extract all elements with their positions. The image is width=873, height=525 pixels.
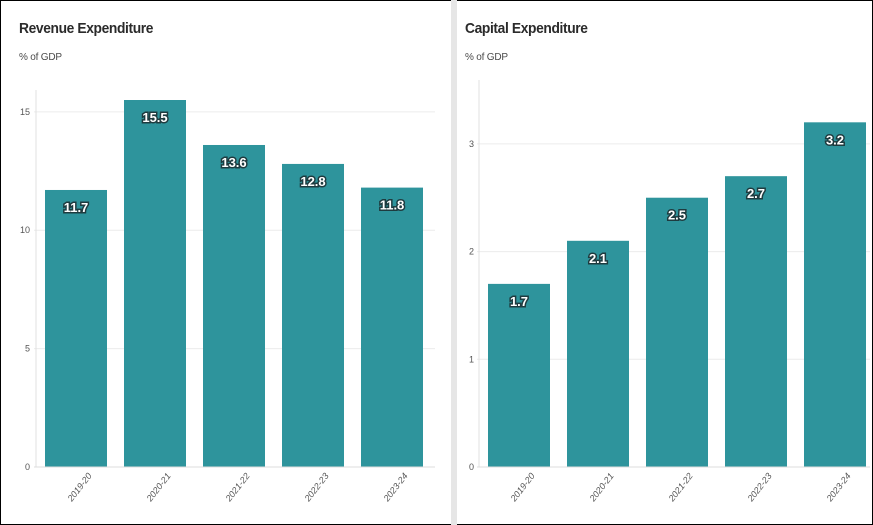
capital-expenditure-panel: Capital Expenditure % of GDP 0 1 2 3 1.7 2019… — [457, 0, 873, 525]
x-tick-label: 2023-24 — [824, 471, 853, 504]
chart-subtitle: % of GDP — [19, 52, 62, 63]
data-label: 11.8 — [380, 198, 405, 213]
bar — [361, 187, 423, 467]
bar — [567, 240, 629, 467]
x-tick-label: 2021-22 — [666, 471, 695, 504]
data-label: 2.1 — [589, 251, 607, 266]
revenue-expenditure-chart: 0 5 10 15 11.7 2019-20 15.5 2020-21 13.6 2021-22 1… — [20, 90, 435, 504]
y-tick-label: 5 — [25, 344, 30, 354]
x-tick-label: 2022-23 — [745, 471, 774, 504]
y-tick-label: 10 — [20, 225, 30, 235]
y-tick-label: 3 — [469, 139, 474, 149]
x-tick-label: 2020-21 — [587, 471, 616, 504]
data-label: 1.7 — [510, 294, 528, 309]
chart-title: Revenue Expenditure — [19, 20, 154, 37]
data-label: 12.8 — [300, 174, 325, 189]
bar — [488, 283, 550, 467]
bar — [725, 176, 787, 467]
x-tick-label: 2020-21 — [144, 471, 173, 504]
data-label: 13.6 — [221, 155, 246, 170]
x-tick-label: 2019-20 — [508, 471, 537, 504]
bar — [203, 144, 265, 467]
bar — [124, 100, 186, 467]
data-label: 11.7 — [64, 200, 89, 215]
panel-divider — [451, 0, 457, 525]
x-tick-label: 2023-24 — [381, 471, 410, 504]
bar — [804, 122, 866, 468]
y-tick-label: 15 — [20, 107, 30, 117]
bar — [646, 197, 708, 467]
data-label: 2.5 — [668, 208, 686, 223]
revenue-expenditure-panel: Revenue Expenditure % of GDP 0 5 10 15 11.7 2… — [19, 20, 435, 504]
data-label: 3.2 — [826, 132, 844, 147]
y-tick-label: 0 — [25, 462, 30, 472]
x-tick-label: 2022-23 — [302, 471, 331, 504]
x-tick-label: 2021-22 — [223, 471, 252, 504]
bar — [45, 189, 107, 468]
data-label: 2.7 — [747, 186, 765, 201]
bar — [282, 163, 344, 468]
capital-expenditure-chart: 0 1 2 3 1.7 2019-20 2.1 2020-21 2.5 2021-22 2.7 202… — [469, 80, 870, 504]
y-tick-label: 0 — [469, 462, 474, 472]
y-tick-label: 1 — [469, 354, 474, 364]
chart-subtitle: % of GDP — [465, 52, 508, 63]
y-tick-label: 2 — [469, 247, 474, 257]
x-tick-label: 2019-20 — [65, 471, 94, 504]
chart-title: Capital Expenditure — [465, 20, 588, 37]
data-label: 15.5 — [142, 110, 167, 125]
